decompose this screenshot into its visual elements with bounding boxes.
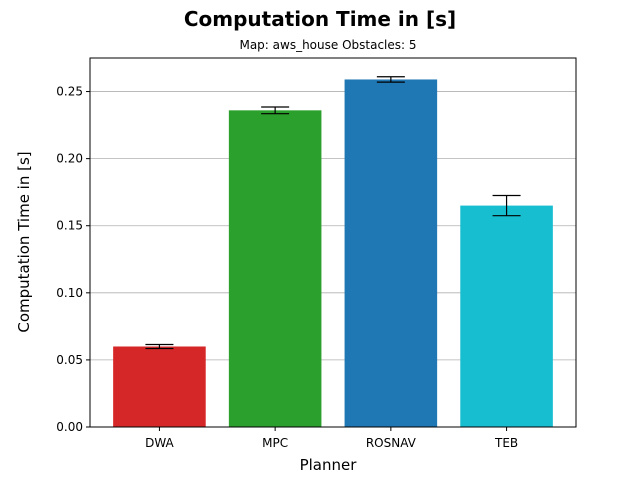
bar-teb (460, 205, 553, 427)
y-tick-label: 0.15 (56, 219, 83, 233)
y-tick-label: 0.10 (56, 286, 83, 300)
y-tick-label: 0.05 (56, 353, 83, 367)
bar-mpc (228, 110, 322, 428)
bar-dwa (113, 346, 206, 427)
y-tick-label: 0.20 (56, 152, 83, 166)
x-tick-label: DWA (145, 436, 174, 450)
y-tick-label: 0.25 (56, 85, 83, 99)
x-tick-label: ROSNAV (366, 436, 417, 450)
x-axis-ticks: DWA MPC ROSNAV TEB (145, 427, 518, 450)
error-bars (145, 76, 521, 350)
plot-frame (89, 57, 577, 428)
y-axis-label: Computation Time in [s] (15, 151, 33, 332)
chart-subtitle: Map: aws_house Obstacles: 5 (239, 38, 416, 52)
bars (113, 79, 553, 428)
y-axis-ticks: 0.00 0.05 0.10 0.15 0.20 0.25 (56, 85, 90, 434)
chart-title: Computation Time in [s] (184, 7, 456, 31)
x-axis-label: Planner (300, 456, 358, 474)
y-tick-label: 0.00 (56, 420, 83, 434)
x-tick-label: MPC (262, 436, 288, 450)
bar-rosnav (344, 79, 438, 428)
x-tick-label: TEB (494, 436, 518, 450)
